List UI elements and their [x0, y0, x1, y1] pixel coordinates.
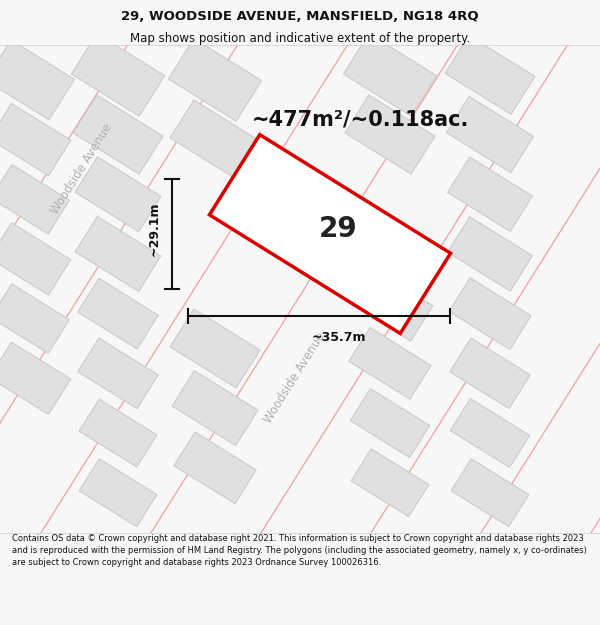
Polygon shape [0, 222, 71, 295]
Polygon shape [0, 164, 70, 234]
Text: ~35.7m: ~35.7m [312, 331, 366, 344]
Polygon shape [347, 266, 433, 341]
Polygon shape [345, 95, 435, 174]
Polygon shape [351, 449, 429, 517]
Polygon shape [448, 157, 533, 231]
Polygon shape [78, 338, 158, 409]
Polygon shape [170, 309, 260, 388]
Polygon shape [449, 278, 531, 349]
Text: ~29.1m: ~29.1m [148, 202, 161, 256]
Polygon shape [0, 284, 70, 353]
Text: Woodside Avenue: Woodside Avenue [49, 122, 115, 217]
Polygon shape [350, 389, 430, 458]
Text: 29: 29 [319, 215, 358, 243]
Polygon shape [450, 338, 530, 409]
Polygon shape [79, 459, 157, 527]
Polygon shape [448, 217, 533, 291]
Polygon shape [445, 35, 535, 114]
Text: 29, WOODSIDE AVENUE, MANSFIELD, NG18 4RQ: 29, WOODSIDE AVENUE, MANSFIELD, NG18 4RQ [121, 10, 479, 23]
Polygon shape [172, 371, 258, 446]
Polygon shape [450, 399, 530, 468]
Polygon shape [71, 34, 164, 116]
Polygon shape [169, 39, 262, 121]
Polygon shape [349, 328, 431, 399]
Polygon shape [209, 134, 451, 333]
Text: Woodside Avenue: Woodside Avenue [262, 331, 328, 426]
Polygon shape [174, 432, 256, 504]
Polygon shape [0, 103, 71, 176]
Text: Contains OS data © Crown copyright and database right 2021. This information is : Contains OS data © Crown copyright and d… [12, 534, 587, 567]
Polygon shape [0, 40, 74, 120]
Polygon shape [451, 459, 529, 527]
Polygon shape [446, 96, 533, 172]
Text: ~477m²/~0.118ac.: ~477m²/~0.118ac. [251, 109, 469, 129]
Text: Map shows position and indicative extent of the property.: Map shows position and indicative extent… [130, 32, 470, 46]
Polygon shape [75, 216, 161, 291]
Polygon shape [75, 157, 161, 232]
Polygon shape [345, 204, 435, 284]
Polygon shape [73, 95, 163, 174]
Polygon shape [170, 100, 260, 179]
Polygon shape [343, 34, 437, 116]
Polygon shape [78, 278, 158, 349]
Polygon shape [0, 342, 71, 414]
Polygon shape [79, 399, 157, 467]
